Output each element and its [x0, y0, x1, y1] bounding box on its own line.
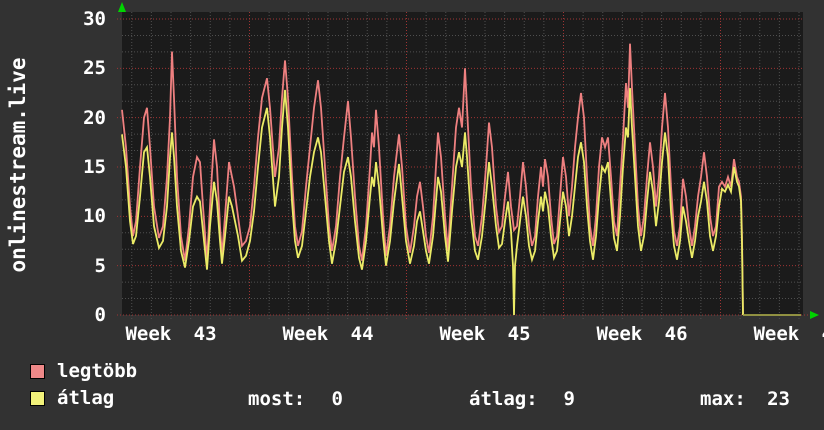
y-axis-arrow-icon: [118, 2, 126, 12]
stat-label: most:: [248, 388, 306, 410]
stat-item: átlag: 9: [469, 389, 575, 409]
y-axis-label: 20: [83, 106, 106, 129]
y-axis-label: 5: [94, 254, 106, 277]
legend-label: legtöbb: [57, 360, 138, 382]
line-chart-plot: [117, 2, 819, 319]
stat-value: 0: [331, 388, 343, 410]
y-axis-label: 30: [83, 8, 106, 30]
legend-swatch-icon: [30, 364, 45, 379]
x-axis-label: Week 45: [439, 323, 531, 345]
legend-label: átlag: [57, 387, 115, 409]
x-axis-label: Week 43: [125, 323, 217, 345]
y-axis-label: 15: [83, 156, 106, 178]
x-axis-label: Week 47: [753, 323, 824, 345]
chart-vertical-title: onlinestream.live: [6, 57, 30, 273]
x-axis-label: Week 44: [282, 323, 374, 345]
y-axis-label: 25: [83, 57, 106, 80]
stat-item: max: 23: [700, 389, 790, 409]
stat-label: max:: [700, 388, 746, 410]
y-axis-label: 0: [94, 304, 106, 326]
legend-swatch-icon: [30, 391, 45, 406]
y-axis-label: 10: [83, 205, 106, 228]
stat-item: most: 0: [248, 389, 343, 409]
stat-label: átlag:: [469, 388, 538, 410]
series-line-atlag: [121, 88, 744, 316]
series-line-legtobb: [121, 43, 744, 316]
stat-value: 9: [563, 388, 575, 410]
x-axis-label: Week 46: [596, 323, 688, 345]
x-axis-arrow-icon: [810, 311, 819, 319]
stat-value: 23: [767, 388, 790, 410]
